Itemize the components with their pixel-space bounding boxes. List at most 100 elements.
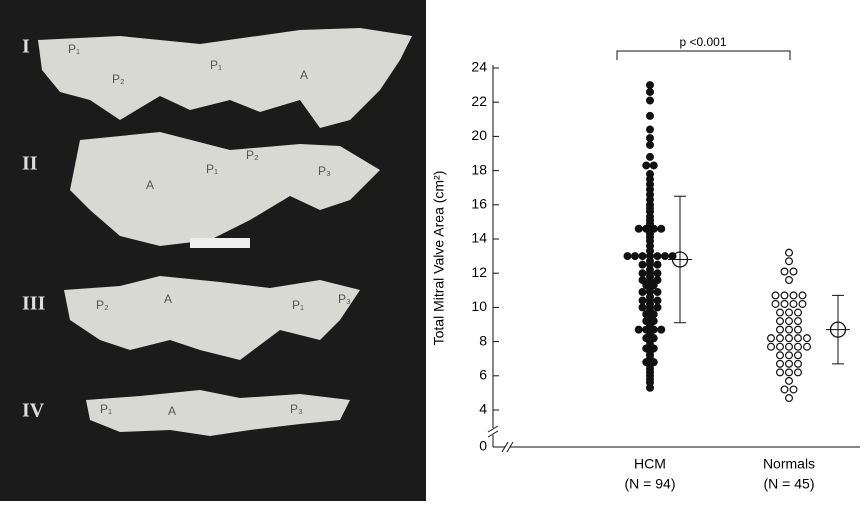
dot xyxy=(766,334,775,343)
dot xyxy=(642,161,651,170)
region-label: P₃ xyxy=(318,164,331,178)
dot xyxy=(789,385,798,394)
y-tick-label: 14 xyxy=(471,230,487,246)
y-tick-label: 0 xyxy=(479,438,487,454)
y-tick-label: 10 xyxy=(471,298,487,314)
dot xyxy=(645,351,654,360)
dot xyxy=(660,252,669,261)
region-label: A xyxy=(146,178,154,192)
mean-marker xyxy=(829,321,847,338)
region-label: A xyxy=(164,292,172,306)
dot xyxy=(784,248,793,257)
dot xyxy=(623,252,632,261)
dot xyxy=(784,334,793,343)
dot xyxy=(784,325,793,334)
dot xyxy=(784,394,793,403)
dot xyxy=(645,134,654,143)
row-label: III xyxy=(22,293,46,315)
dot xyxy=(645,96,654,105)
error-bar xyxy=(826,294,850,365)
dot xyxy=(775,325,784,334)
dot xyxy=(642,334,651,343)
y-tick-label: 22 xyxy=(471,93,487,109)
annotation: p <0.001 xyxy=(679,35,726,49)
region-label: P₃ xyxy=(290,402,303,416)
dot xyxy=(780,385,789,394)
dot xyxy=(638,288,647,297)
dot xyxy=(649,161,658,170)
dot xyxy=(775,342,784,351)
y-tick-label: 4 xyxy=(479,401,487,417)
significance-bracket xyxy=(616,50,791,60)
dot xyxy=(775,308,784,317)
y-tick-label: 6 xyxy=(479,367,487,383)
y-tick-label: 24 xyxy=(471,59,487,75)
x-tick-note: (N = 94) xyxy=(625,476,676,492)
dot xyxy=(793,342,802,351)
dot xyxy=(802,342,811,351)
dot xyxy=(775,351,784,360)
valve-specimen xyxy=(86,390,350,436)
region-label: A xyxy=(300,68,308,82)
dot xyxy=(780,267,789,276)
region-label: P₁ xyxy=(292,298,304,312)
dot xyxy=(638,260,647,269)
dot xyxy=(775,317,784,326)
dot xyxy=(653,269,662,278)
region-label: P₂ xyxy=(246,148,259,162)
row-label: IV xyxy=(22,400,45,422)
dot xyxy=(784,317,793,326)
dot xyxy=(638,296,647,305)
dot xyxy=(789,291,798,300)
dot xyxy=(793,351,802,360)
dot xyxy=(798,291,807,300)
dot xyxy=(653,303,662,312)
dot xyxy=(645,383,654,392)
valve-specimen xyxy=(64,276,360,360)
y-axis xyxy=(487,65,499,447)
region-label: P₁ xyxy=(210,58,222,72)
y-tick-label: 16 xyxy=(471,196,487,212)
dot xyxy=(798,299,807,308)
y-tick-label: 8 xyxy=(479,332,487,348)
dot xyxy=(775,368,784,377)
x-axis xyxy=(493,441,860,453)
dot xyxy=(642,317,651,326)
valve-specimen xyxy=(38,28,412,128)
dot xyxy=(649,334,658,343)
region-label: P₂ xyxy=(96,298,109,312)
row-label: II xyxy=(22,153,38,175)
region-label: P₁ xyxy=(206,162,218,176)
dot xyxy=(793,308,802,317)
dot xyxy=(784,368,793,377)
dot xyxy=(638,252,647,261)
row-label: I xyxy=(22,36,30,58)
y-tick-label: 18 xyxy=(471,161,487,177)
dot xyxy=(634,224,643,233)
dot xyxy=(789,299,798,308)
dot xyxy=(789,267,798,276)
y-tick-label: 12 xyxy=(471,264,487,280)
dot xyxy=(775,359,784,368)
region-label: P₂ xyxy=(112,72,125,86)
dot xyxy=(771,291,780,300)
dot xyxy=(784,257,793,266)
dot xyxy=(784,351,793,360)
dot xyxy=(802,334,811,343)
dot xyxy=(793,317,802,326)
error-bar xyxy=(668,195,692,324)
region-label: P₃ xyxy=(338,292,351,306)
dot xyxy=(645,368,654,377)
dot xyxy=(645,195,654,204)
dot xyxy=(766,342,775,351)
dot xyxy=(657,325,666,334)
x-tick-note: (N = 45) xyxy=(764,476,815,492)
region-label: P₁ xyxy=(100,402,112,416)
dot xyxy=(775,334,784,343)
dot xyxy=(645,265,654,274)
dot xyxy=(784,276,793,285)
dot xyxy=(645,152,654,161)
dot xyxy=(649,317,658,326)
dot xyxy=(793,368,802,377)
